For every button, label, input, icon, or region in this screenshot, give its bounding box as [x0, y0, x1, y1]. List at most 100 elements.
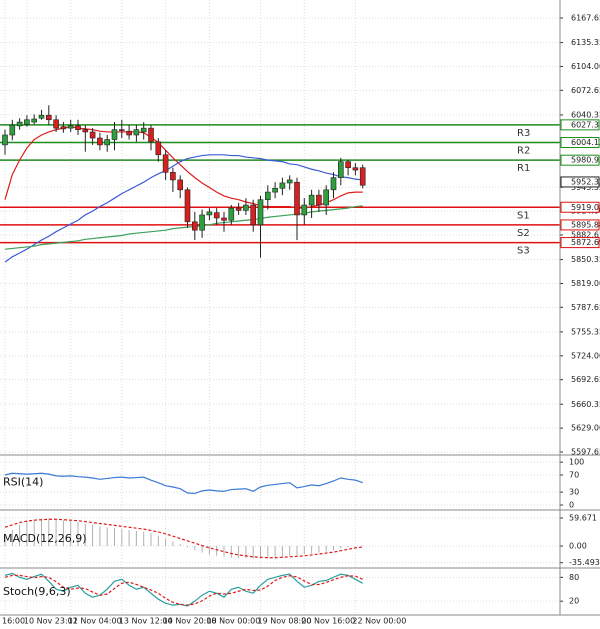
indicator-line: [4, 472, 363, 495]
y-tick-label: 5724.00: [571, 351, 600, 360]
candle-body: [337, 161, 344, 178]
candle-body: [308, 194, 315, 206]
candle-body: [264, 191, 271, 201]
candle-body: [221, 217, 227, 221]
panel-label: Stoch(9,6,3): [3, 585, 71, 598]
candle-body: [148, 127, 154, 143]
candle-body: [9, 124, 16, 136]
y-tick-label: 0.00: [569, 542, 587, 551]
y-tick-label: 5660.35: [571, 400, 600, 409]
x-tick-label: 13 Nov 12:00: [119, 617, 173, 626]
price-box-label: 5952.32: [571, 177, 600, 186]
candle-body: [345, 161, 351, 169]
candle-body: [31, 118, 38, 123]
price-box-label: 5919.08: [571, 203, 600, 212]
price-box-label: 6004.12: [571, 138, 600, 147]
y-tick-label: 100: [569, 458, 584, 467]
y-tick-label: 6104.00: [571, 62, 600, 71]
candle-body: [272, 187, 278, 193]
moving-average: [4, 154, 363, 263]
indicator-line: [4, 518, 363, 559]
candle-body: [235, 207, 242, 211]
candle-body: [228, 207, 235, 221]
level-name: S3: [517, 246, 530, 257]
candle-body: [352, 167, 359, 171]
price-box: [560, 219, 600, 231]
x-tick-label: 18 Nov 00:00: [206, 617, 260, 626]
candle-body: [2, 134, 8, 146]
candle-body: [126, 130, 132, 136]
y-tick-label: 5882.65: [571, 230, 600, 239]
candle-body: [170, 172, 176, 181]
panel-label: RSI(14): [3, 476, 43, 489]
candle-body: [250, 204, 256, 226]
candle-body: [177, 179, 183, 191]
candle-body: [67, 125, 74, 129]
price-box-label: 5872.69: [571, 238, 600, 247]
candle-body: [243, 204, 249, 211]
y-tick-label: 59.671: [569, 514, 597, 523]
x-tick-label: 19 Nov 08:00: [258, 617, 312, 626]
y-tick-label: 6167.65: [571, 14, 600, 23]
candle-body: [192, 221, 198, 231]
level-name: R1: [517, 163, 530, 174]
y-tick-label: 5692.65: [571, 375, 600, 384]
candle-body: [330, 177, 337, 191]
candle-body: [155, 141, 162, 156]
price-box-label: 5980.92: [571, 156, 600, 165]
level-name: S1: [517, 210, 530, 221]
candle-body: [104, 139, 110, 146]
candle-body: [140, 127, 147, 133]
candle-body: [38, 114, 45, 119]
y-tick-label: 6040.35: [571, 110, 600, 119]
indicator-line: [4, 572, 363, 607]
candle-body: [16, 121, 23, 127]
y-tick-label: 5819.00: [571, 279, 600, 288]
candle-body: [301, 204, 308, 216]
y-tick-label: 5755.35: [571, 327, 600, 336]
y-tick-label: 5629.00: [571, 424, 600, 433]
level-name: S2: [517, 228, 530, 239]
candle-body: [206, 211, 213, 216]
candle-body: [97, 137, 103, 146]
candle-body: [119, 129, 125, 131]
y-tick-label: 0: [569, 501, 574, 510]
candle-body: [323, 189, 330, 206]
x-tick-label: 12 Nov 04:00: [68, 617, 122, 626]
candle-body: [286, 179, 293, 184]
candle-body: [89, 131, 96, 139]
candle-body: [111, 129, 118, 140]
candle-body: [294, 181, 300, 216]
candle-body: [359, 167, 366, 186]
y-tick-label: 30: [569, 488, 579, 497]
candle-body: [60, 126, 67, 130]
candle-body: [279, 182, 286, 189]
price-box: [560, 137, 600, 149]
y-tick-label: 6072.65: [571, 86, 600, 95]
candle-body: [133, 129, 140, 136]
price-box: [560, 154, 600, 166]
candle-body: [184, 189, 191, 223]
candle-body: [162, 154, 169, 173]
price-box: [560, 176, 600, 188]
level-name: R3: [517, 128, 530, 139]
candle-body: [82, 129, 89, 133]
x-tick-label: 10 Nov 23:01: [24, 617, 78, 626]
candle-body: [24, 119, 30, 125]
candle-body: [213, 212, 220, 219]
x-tick-label: 20 Nov 16:00: [301, 617, 355, 626]
y-tick-label: -35.493: [569, 558, 600, 567]
panel-label: MACD(12,26,9): [3, 532, 87, 545]
price-box-label: 6027.31: [571, 120, 600, 129]
y-tick-label: 70: [569, 471, 579, 480]
candle-body: [75, 125, 81, 130]
y-tick-label: 5597.65: [571, 447, 600, 456]
y-tick-label: 20: [569, 597, 579, 606]
y-tick-label: 5850.35: [571, 255, 600, 264]
candle-body: [45, 114, 52, 121]
price-box: [560, 119, 600, 131]
price-box: [560, 237, 600, 249]
x-tick-label: 22 Nov 00:00: [352, 617, 406, 626]
